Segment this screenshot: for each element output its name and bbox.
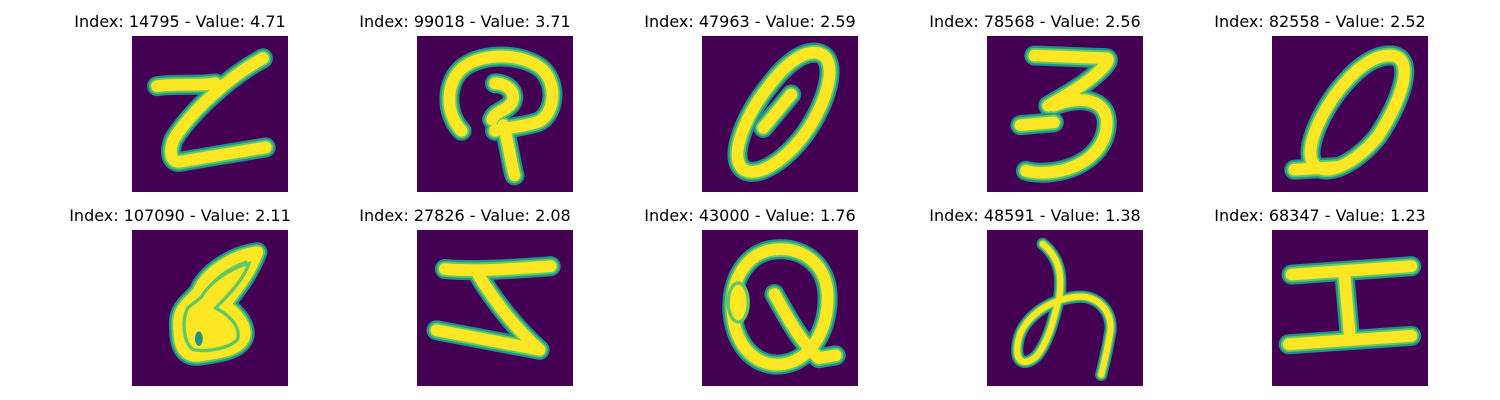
glyph-image <box>702 36 858 192</box>
glyph-image <box>987 36 1143 192</box>
image-panel: Index: 99018 - Value: 3.71 <box>315 0 615 192</box>
panel-title: Index: 47963 - Value: 2.59 <box>644 12 856 31</box>
glyph-image <box>987 230 1143 386</box>
image-panel: Index: 47963 - Value: 2.59 <box>600 0 900 192</box>
panel-title: Index: 68347 - Value: 1.23 <box>1214 206 1426 225</box>
panel-title: Index: 107090 - Value: 2.11 <box>69 206 291 225</box>
image-panel: Index: 78568 - Value: 2.56 <box>885 0 1185 192</box>
panel-title: Index: 82558 - Value: 2.52 <box>1214 12 1426 31</box>
image-panel: Index: 43000 - Value: 1.76 <box>600 194 900 386</box>
glyph-image <box>132 36 288 192</box>
glyph-image <box>1272 36 1428 192</box>
image-panel: Index: 48591 - Value: 1.38 <box>885 194 1185 386</box>
image-panel: Index: 14795 - Value: 4.71 <box>30 0 330 192</box>
glyph-image <box>417 230 573 386</box>
panel-title: Index: 78568 - Value: 2.56 <box>929 12 1141 31</box>
panel-title: Index: 43000 - Value: 1.76 <box>644 206 856 225</box>
panel-title: Index: 27826 - Value: 2.08 <box>359 206 571 225</box>
image-panel: Index: 82558 - Value: 2.52 <box>1170 0 1470 192</box>
glyph-image <box>132 230 288 386</box>
glyph-image <box>702 230 858 386</box>
image-panel: Index: 68347 - Value: 1.23 <box>1170 194 1470 386</box>
panel-title: Index: 14795 - Value: 4.71 <box>74 12 286 31</box>
panel-title: Index: 99018 - Value: 3.71 <box>359 12 571 31</box>
image-panel: Index: 27826 - Value: 2.08 <box>315 194 615 386</box>
panel-title: Index: 48591 - Value: 1.38 <box>929 206 1141 225</box>
glyph-image <box>1272 230 1428 386</box>
image-panel: Index: 107090 - Value: 2.11 <box>30 194 330 386</box>
glyph-image <box>417 36 573 192</box>
